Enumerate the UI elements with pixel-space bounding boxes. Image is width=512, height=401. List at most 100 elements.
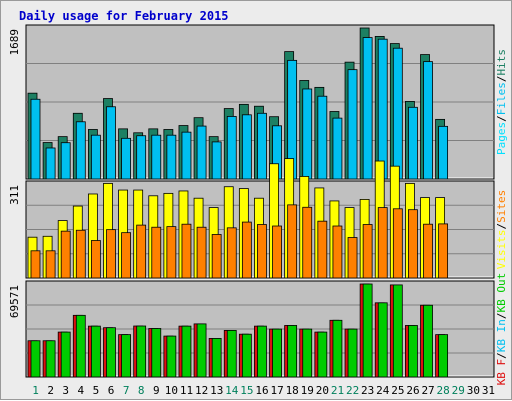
bar-files-day-22 bbox=[347, 69, 358, 180]
bar-sites-day-2 bbox=[45, 250, 56, 279]
day-label-31: 31 bbox=[482, 384, 495, 397]
bar-kb-out-day-16 bbox=[257, 325, 267, 378]
day-label-6: 6 bbox=[108, 384, 115, 397]
day-label-3: 3 bbox=[62, 384, 69, 397]
bar-files-day-24 bbox=[377, 38, 388, 180]
day-label-9: 9 bbox=[153, 384, 160, 397]
day-label-2: 2 bbox=[47, 384, 54, 397]
bar-files-day-23 bbox=[362, 37, 373, 180]
chart-title: Daily usage for February 2015 bbox=[19, 9, 229, 23]
bar-sites-day-12 bbox=[196, 226, 207, 279]
bar-files-day-3 bbox=[60, 142, 71, 180]
bar-files-day-7 bbox=[121, 137, 131, 180]
bar-kb-out-day-19 bbox=[302, 328, 313, 378]
bar-kb-out-day-24 bbox=[377, 302, 388, 378]
bar-sites-day-13 bbox=[211, 234, 222, 279]
bar-files-day-14 bbox=[226, 116, 237, 180]
bar-kb-out-day-6 bbox=[106, 327, 116, 378]
day-label-23: 23 bbox=[361, 384, 374, 397]
bar-kb-out-day-5 bbox=[90, 325, 101, 378]
bar-sites-day-5 bbox=[90, 240, 101, 279]
bar-sites-day-17 bbox=[272, 225, 282, 279]
bar-kb-out-day-17 bbox=[272, 328, 282, 378]
bar-kb-out-day-22 bbox=[347, 328, 358, 378]
day-label-28: 28 bbox=[437, 384, 450, 397]
bar-files-day-13 bbox=[211, 141, 222, 180]
bar-files-day-5 bbox=[90, 134, 101, 180]
day-label-8: 8 bbox=[138, 384, 145, 397]
day-label-17: 17 bbox=[270, 384, 283, 397]
bar-sites-day-24 bbox=[377, 207, 388, 279]
day-label-14: 14 bbox=[225, 384, 239, 397]
bar-files-day-16 bbox=[257, 112, 267, 180]
day-label-20: 20 bbox=[316, 384, 329, 397]
bar-sites-day-23 bbox=[362, 224, 373, 279]
bar-sites-day-3 bbox=[60, 230, 71, 279]
panel-hits-legend: Pages/Files/Hits bbox=[495, 49, 508, 155]
day-label-13: 13 bbox=[210, 384, 223, 397]
day-label-30: 30 bbox=[467, 384, 480, 397]
bar-files-day-6 bbox=[106, 106, 116, 180]
bar-sites-day-18 bbox=[287, 204, 298, 279]
legend-entry: Files bbox=[495, 82, 508, 115]
day-label-16: 16 bbox=[255, 384, 268, 397]
bar-sites-day-6 bbox=[106, 229, 116, 279]
bar-sites-day-21 bbox=[332, 225, 343, 279]
bar-kb-out-day-11 bbox=[181, 325, 192, 378]
day-label-26: 26 bbox=[406, 384, 419, 397]
bar-sites-day-28 bbox=[438, 223, 449, 279]
bar-sites-day-16 bbox=[257, 224, 267, 279]
day-label-18: 18 bbox=[286, 384, 299, 397]
bar-files-day-28 bbox=[438, 125, 449, 180]
bar-files-day-2 bbox=[45, 147, 56, 180]
legend-entry: Pages bbox=[495, 122, 508, 155]
legend-entry: KB F bbox=[495, 359, 508, 386]
bar-kb-out-day-9 bbox=[151, 328, 162, 378]
bar-kb-out-day-7 bbox=[121, 334, 131, 378]
day-label-7: 7 bbox=[123, 384, 130, 397]
bar-kb-out-day-3 bbox=[60, 331, 71, 378]
day-label-25: 25 bbox=[391, 384, 404, 397]
bar-files-day-19 bbox=[302, 88, 313, 180]
bar-sites-day-26 bbox=[408, 209, 418, 279]
panel-visits-ymax-label: 311 bbox=[8, 185, 21, 205]
bar-files-day-12 bbox=[196, 125, 207, 180]
bar-kb-out-day-25 bbox=[392, 284, 403, 378]
bar-kb-out-day-14 bbox=[226, 330, 237, 378]
legend-entry: Hits bbox=[495, 49, 508, 76]
bar-kb-out-day-23 bbox=[362, 283, 373, 378]
bar-kb-out-day-28 bbox=[438, 334, 449, 378]
bar-sites-day-4 bbox=[75, 229, 86, 279]
bar-files-day-1 bbox=[30, 98, 41, 180]
bar-sites-day-1 bbox=[30, 250, 41, 279]
bar-files-day-20 bbox=[317, 95, 328, 180]
legend-entry: / bbox=[495, 352, 508, 359]
panel-hits-ymax-label: 1689 bbox=[8, 29, 21, 56]
bar-kb-out-day-18 bbox=[287, 325, 298, 378]
bar-files-day-21 bbox=[332, 117, 343, 180]
legend-entry: KB In bbox=[495, 319, 508, 352]
day-label-19: 19 bbox=[301, 384, 314, 397]
bar-files-day-8 bbox=[136, 135, 147, 180]
bar-sites-day-7 bbox=[121, 232, 131, 279]
bar-kb-out-day-1 bbox=[30, 340, 41, 378]
bar-sites-day-9 bbox=[151, 226, 162, 279]
legend-entry: Sites bbox=[495, 190, 508, 223]
bar-kb-out-day-27 bbox=[423, 304, 433, 378]
bar-sites-day-19 bbox=[302, 206, 313, 279]
bar-files-day-4 bbox=[75, 121, 86, 180]
bar-files-day-15 bbox=[241, 114, 252, 180]
bar-kb-out-day-20 bbox=[317, 331, 328, 378]
bar-sites-day-11 bbox=[181, 223, 192, 279]
day-label-29: 29 bbox=[452, 384, 465, 397]
bar-sites-day-25 bbox=[392, 208, 403, 279]
bar-files-day-10 bbox=[166, 134, 177, 180]
bar-sites-day-14 bbox=[226, 227, 237, 279]
day-label-12: 12 bbox=[195, 384, 208, 397]
bar-kb-out-day-26 bbox=[408, 325, 418, 378]
legend-entry: KB Out bbox=[495, 273, 508, 313]
bar-kb-out-day-10 bbox=[166, 335, 177, 378]
bar-kb-out-day-21 bbox=[332, 319, 343, 378]
day-label-4: 4 bbox=[78, 384, 85, 397]
